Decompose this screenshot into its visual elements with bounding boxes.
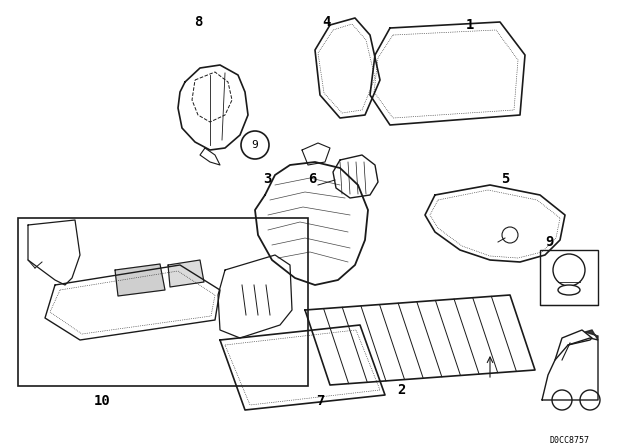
Text: D0CC8757: D0CC8757 <box>549 435 589 444</box>
Text: 5: 5 <box>501 172 510 186</box>
Text: 4: 4 <box>322 14 331 29</box>
Circle shape <box>241 131 269 159</box>
Text: 1: 1 <box>466 17 475 32</box>
Text: 7: 7 <box>316 394 324 409</box>
Polygon shape <box>115 264 165 296</box>
Bar <box>540 250 598 305</box>
Text: 3: 3 <box>263 172 272 186</box>
Text: 8: 8 <box>194 14 203 29</box>
Polygon shape <box>168 260 204 287</box>
Text: 9: 9 <box>545 235 554 249</box>
Ellipse shape <box>558 285 580 295</box>
Text: 2: 2 <box>397 383 406 397</box>
Polygon shape <box>585 330 598 340</box>
Text: 10: 10 <box>94 394 111 408</box>
Text: 6: 6 <box>308 172 317 186</box>
Text: 9: 9 <box>252 140 259 150</box>
Circle shape <box>553 254 585 286</box>
Bar <box>18 218 308 386</box>
